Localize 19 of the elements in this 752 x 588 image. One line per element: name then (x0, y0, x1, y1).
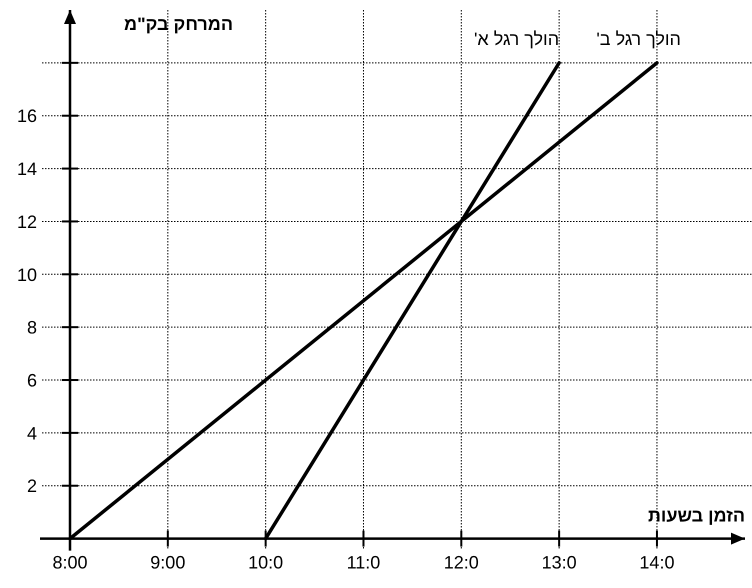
series-label: הולך רגל ב' (596, 28, 681, 49)
series-label: הולך רגל א' (474, 28, 560, 49)
y-tick-label: 10 (16, 264, 37, 285)
y-tick-label: 16 (16, 106, 37, 126)
x-tick-label: 13:0 (542, 552, 577, 573)
x-tick-label: 11:0 (346, 552, 380, 573)
y-tick-label: 4 (26, 423, 37, 444)
y-tick-label: 8 (26, 318, 37, 338)
y-tick-label: 6 (26, 370, 37, 391)
y-axis-title: המרחק בק"מ (124, 14, 233, 34)
y-tick-label: 14 (16, 159, 37, 180)
x-tick-label: 8:00 (52, 552, 88, 573)
x-axis-title: הזמן בשעות (648, 506, 745, 526)
y-tick-label: 12 (16, 212, 37, 232)
x-tick-label: 12:0 (444, 552, 479, 573)
x-tick-label: 14:0 (639, 552, 674, 573)
y-tick-label: 2 (26, 476, 37, 496)
x-tick-label: 10:0 (248, 552, 284, 573)
x-tick-label: 9:00 (150, 552, 186, 573)
